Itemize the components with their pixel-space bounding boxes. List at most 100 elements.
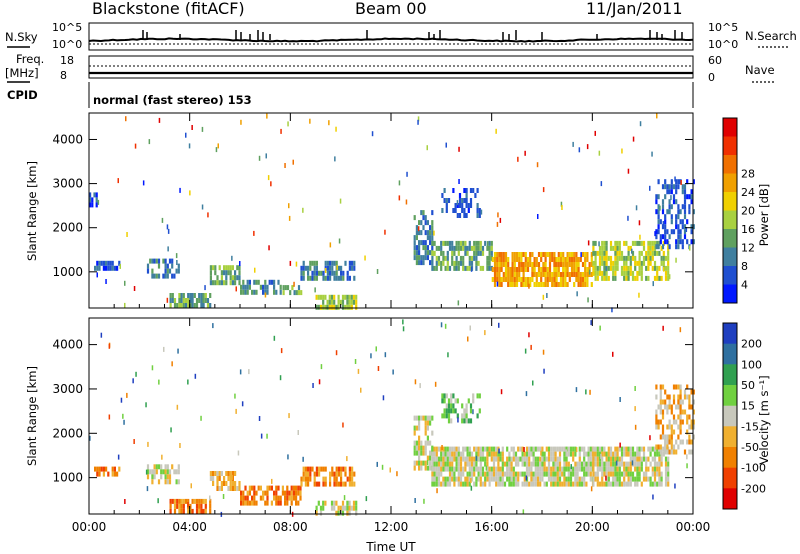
power-cell [164, 273, 167, 279]
power-cell [322, 275, 325, 281]
vel-cell [447, 413, 451, 419]
power-cell [596, 265, 599, 271]
vel-cell [569, 446, 573, 452]
vel-cell [550, 456, 553, 462]
power-cell [551, 257, 554, 262]
power-cell [607, 275, 610, 281]
power-cell [413, 250, 416, 256]
power-cell [491, 267, 494, 272]
vel-cell [618, 461, 621, 467]
vel-cell [418, 450, 421, 456]
vel-cell [589, 476, 592, 482]
power-cell [651, 265, 654, 271]
power-cell [300, 290, 303, 296]
vel-cell [455, 461, 458, 467]
power-cell [548, 257, 552, 262]
vel-cell [675, 419, 678, 425]
power-cell [413, 215, 416, 221]
vel-cell [218, 486, 221, 491]
power-cell [642, 260, 646, 266]
power-cell [200, 298, 203, 303]
power-cell [573, 262, 576, 267]
vel-cell [563, 471, 566, 477]
vel-cell [98, 471, 101, 477]
power-cell [579, 282, 582, 287]
vel-cell [565, 461, 568, 467]
vel-cell [240, 500, 243, 506]
power-cell [329, 265, 332, 271]
power-noise-cell [496, 221, 499, 227]
power-cell [223, 270, 226, 276]
power-cell [195, 298, 199, 303]
vel-cell [554, 461, 557, 467]
vel-cell [664, 481, 668, 487]
power-cell [661, 234, 665, 240]
vel-cell [569, 471, 573, 477]
power-cell [498, 257, 501, 262]
power-cell [162, 273, 165, 279]
power-cell [661, 184, 665, 190]
power-colorbar-swatch [723, 210, 737, 230]
power-cell [184, 298, 188, 303]
freq-label: Freq. [16, 52, 44, 66]
vel-cell [683, 394, 687, 400]
vel-cell [463, 413, 466, 419]
vel-cell [477, 456, 480, 462]
power-noise-cell [632, 136, 635, 142]
vel-cell [623, 451, 626, 457]
vel-cell [481, 456, 485, 462]
vel-cell [212, 476, 215, 481]
vel-noise-cell [377, 366, 380, 371]
power-cell [627, 255, 630, 261]
power-cell [422, 240, 425, 246]
vel-cell [435, 471, 438, 477]
power-cell [625, 255, 628, 261]
power-cell [491, 257, 494, 262]
power-cell [422, 260, 425, 266]
vel-cell [612, 466, 615, 472]
vel-cell [324, 466, 327, 472]
power-cell [526, 277, 530, 282]
vel-cell [514, 476, 518, 482]
power-cell [498, 282, 501, 287]
vel-noise-cell [365, 496, 368, 502]
power-cell [171, 273, 174, 279]
power-cell [500, 277, 503, 282]
power-ytick-label: 4000 [52, 132, 83, 146]
vel-cell [171, 464, 174, 470]
power-cell [473, 255, 476, 261]
vel-noise-cell [384, 352, 387, 358]
vel-cell [429, 455, 432, 461]
vel-cell [612, 451, 615, 457]
vel-cell [435, 456, 438, 462]
power-cell [214, 265, 217, 271]
power-noise-cell [652, 281, 654, 287]
power-cell [638, 240, 641, 246]
vel-cell [446, 481, 449, 487]
vel-cell [609, 446, 613, 452]
vel-cell [475, 466, 478, 472]
vel-noise-cell [287, 454, 289, 460]
vel-cell [415, 460, 418, 466]
vel-cell [508, 451, 511, 457]
power-cell [447, 198, 451, 203]
vel-cell [281, 485, 284, 491]
power-cell [664, 270, 668, 276]
vel-cell [318, 466, 321, 472]
power-cell [584, 262, 587, 267]
power-cell [653, 245, 657, 251]
power-noise-cell [675, 257, 677, 263]
power-cell [677, 234, 680, 240]
vel-cell [448, 466, 452, 472]
power-cell [490, 250, 493, 256]
vel-cell [550, 451, 553, 457]
vel-cell [605, 466, 608, 472]
power-cell [515, 267, 519, 272]
vel-cell [587, 471, 590, 477]
power-cell [667, 265, 670, 271]
power-cell [488, 245, 491, 251]
vel-cell [672, 444, 676, 450]
power-cell [435, 245, 438, 251]
vel-cell [468, 461, 471, 467]
vel-cell [337, 510, 340, 516]
